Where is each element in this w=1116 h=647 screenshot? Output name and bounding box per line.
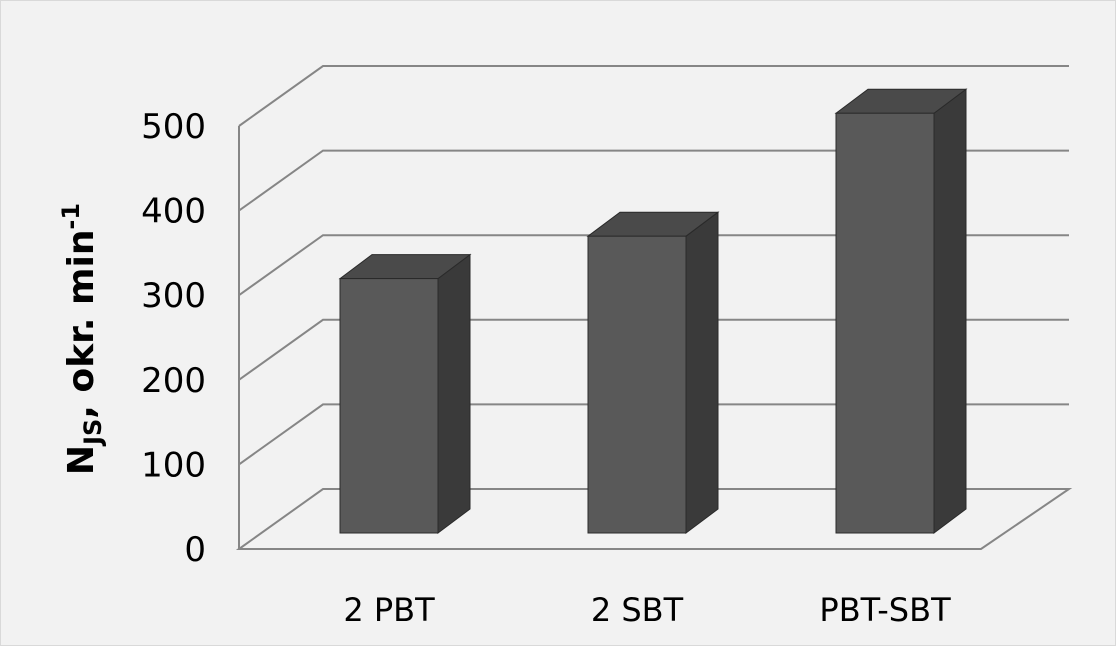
bar <box>338 253 472 534</box>
gridline <box>238 149 1069 212</box>
bar-front <box>587 235 687 534</box>
y-tick-label: 100 <box>141 445 206 485</box>
bar-side <box>933 88 967 534</box>
gridline <box>238 318 1069 381</box>
y-axis-label-main: N <box>61 445 102 475</box>
bar <box>834 88 968 534</box>
y-tick-label: 500 <box>141 107 206 147</box>
x-category-label: 2 SBT <box>591 591 684 629</box>
bars <box>338 88 968 534</box>
y-axis-ticks: 0 100 200 300 400 500 <box>141 107 206 570</box>
gridline <box>238 403 1069 466</box>
bar-side <box>437 253 471 534</box>
x-axis-categories: 2 PBT 2 SBT PBT-SBT <box>343 591 951 629</box>
y-tick-label: 200 <box>141 361 206 401</box>
y-axis-label-subscript: JS <box>79 419 107 447</box>
y-axis-label: NJS, okr. min-1 <box>57 203 107 475</box>
x-category-label: PBT-SBT <box>819 591 951 629</box>
bar-side <box>685 211 719 534</box>
bar <box>586 211 720 534</box>
bar-front <box>835 112 935 534</box>
gridline <box>238 234 1069 297</box>
bar-front <box>339 278 439 534</box>
gridlines <box>238 65 1069 549</box>
y-axis-label-superscript: -1 <box>57 203 85 230</box>
y-tick-label: 300 <box>141 276 206 316</box>
x-category-label: 2 PBT <box>343 591 435 629</box>
y-tick-label: 0 <box>184 530 206 570</box>
y-tick-label: 400 <box>141 192 206 232</box>
gridline <box>238 65 1069 127</box>
y-axis-label-rest: , okr. min <box>61 230 102 419</box>
